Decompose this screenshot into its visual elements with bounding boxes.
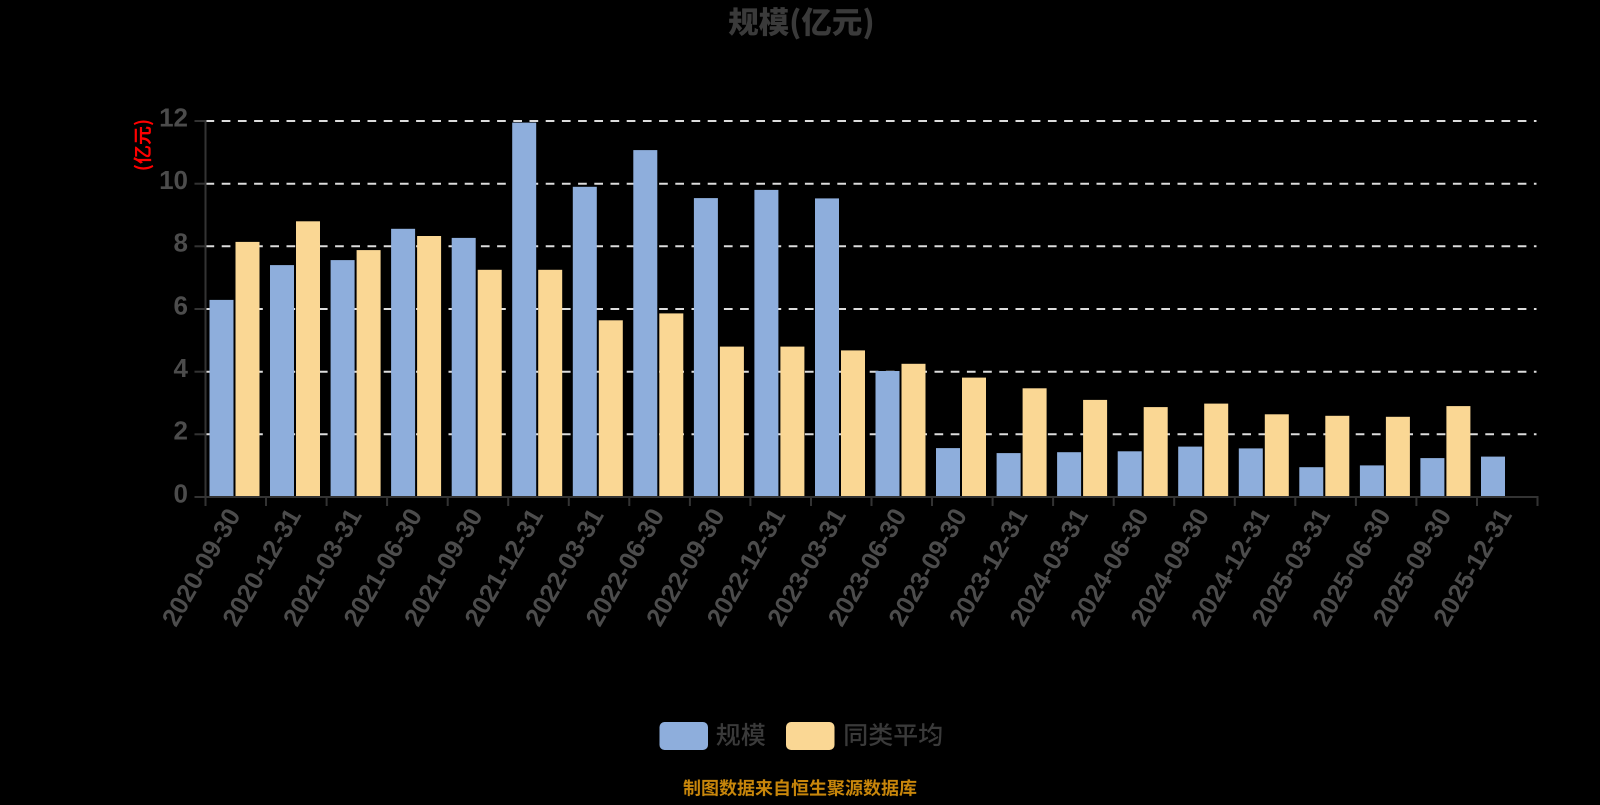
svg-text:10: 10 (159, 165, 188, 195)
svg-text:6: 6 (174, 290, 188, 320)
svg-text:0: 0 (174, 478, 188, 508)
svg-text:12: 12 (159, 102, 188, 132)
svg-text:2: 2 (174, 416, 188, 446)
svg-text:8: 8 (174, 228, 188, 258)
svg-text:4: 4 (174, 353, 189, 383)
